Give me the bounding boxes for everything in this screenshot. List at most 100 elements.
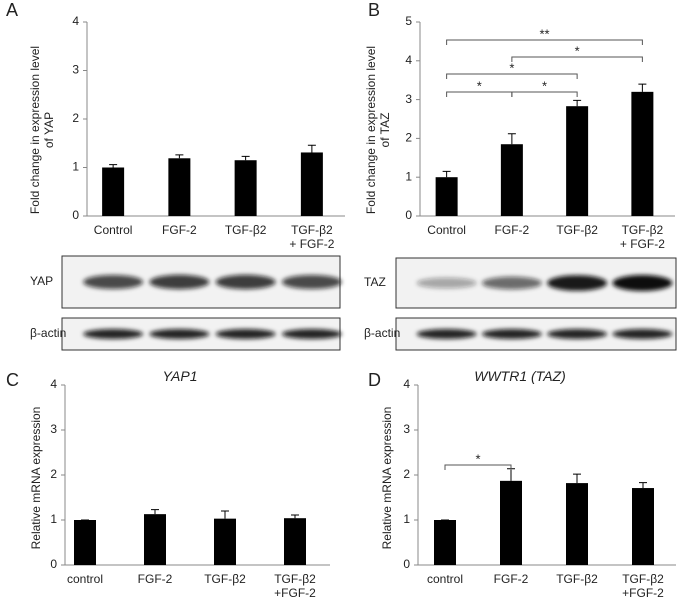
error-bar [291,514,299,519]
error-bar [175,154,184,159]
y-tick-label: 4 [405,53,412,67]
y-axis-label: Relative mRNA expression [380,406,394,550]
y-tick-label: 3 [403,422,410,436]
error-bar [573,99,582,107]
error-bar [507,468,515,481]
bar [74,520,96,565]
blot-band [612,329,673,339]
bar [102,167,125,216]
x-tick-label: FGF-2 [162,223,197,237]
panel-letter: C [6,370,19,390]
error-bar [241,155,250,161]
y-tick-label: 0 [50,557,57,571]
blot-band [149,329,210,339]
significance-label: * [509,60,514,75]
y-tick-label: 2 [72,111,79,125]
x-tick-label: control [426,572,464,586]
blot-band [281,329,342,339]
x-tick-label: TGF-β2 [224,223,267,237]
x-tick-label: TGF-β2 + FGF-2 [619,223,665,251]
bar [144,514,166,565]
error-bar [638,83,647,92]
error-bar [221,510,229,519]
bar [284,518,306,565]
y-tick-label: 1 [405,169,412,183]
blot-band [481,276,542,290]
significance-bracket [446,73,578,79]
bar [434,520,456,565]
y-tick-label: 3 [405,92,412,106]
error-bar [573,473,581,484]
y-axis-label: Relative mRNA expression [29,406,43,550]
blot-band [547,329,608,339]
bar [300,152,323,216]
panel-letter: A [6,0,19,20]
y-axis-label: Fold change in expression level of TAZ [364,45,392,215]
y-tick-label: 3 [50,422,57,436]
y-tick-label: 4 [72,14,79,28]
x-tick-label: TGF-β2 [204,572,246,586]
blot-band [547,275,608,291]
x-tick-label: FGF-2 [494,223,530,237]
y-tick-label: 4 [403,377,410,391]
blot-band [83,329,144,339]
x-tick-label: TGF-β2 + FGF-2 [289,223,335,251]
blot-label: β-actin [364,326,400,340]
panel-letter: D [368,370,381,390]
blot-band [481,329,542,339]
x-tick-label: FGF-2 [493,572,529,586]
significance-label: * [477,78,482,93]
bar [566,106,589,216]
y-tick-label: 3 [72,63,79,77]
y-tick-label: 0 [405,208,412,222]
x-tick-label: Control [427,223,466,237]
x-tick-label: TGF-β2 +FGF-2 [274,572,316,600]
bar [500,480,522,565]
blot-label: β-actin [30,326,66,340]
bar [214,518,236,565]
blot-label: YAP [30,274,53,288]
error-bar [109,164,118,168]
bar [632,488,654,565]
bar [631,91,654,216]
significance-bracket [444,464,512,470]
blot-band [612,275,673,291]
y-tick-label: 0 [403,557,410,571]
blot-band [149,274,210,290]
chart-title: YAP1 [162,368,198,384]
blot-band [83,275,144,289]
y-tick-label: 0 [72,208,79,222]
blot-band [215,329,276,339]
x-tick-label: control [66,572,104,586]
significance-bracket [511,56,643,62]
y-tick-label: 1 [403,512,410,526]
significance-label: * [542,78,547,93]
y-tick-label: 1 [72,160,79,174]
y-tick-label: 4 [50,377,57,391]
blot-band [215,274,276,290]
blot-band [416,277,477,289]
error-bar [442,170,451,178]
significance-label: * [475,451,480,466]
blot-label: TAZ [364,275,386,289]
x-tick-label: TGF-β2 [556,572,598,586]
y-tick-label: 1 [50,512,57,526]
bar [500,144,523,216]
chart-title: WWTR1 (TAZ) [474,368,566,384]
y-tick-label: 2 [403,467,410,481]
error-bar [307,144,316,153]
x-tick-label: TGF-β2 [556,223,598,237]
y-tick-label: 2 [405,131,412,145]
significance-bracket [511,91,578,97]
significance-label: * [575,43,580,58]
error-bar [639,482,647,489]
bar [234,160,257,216]
x-tick-label: Control [93,223,133,237]
blot-band [416,329,477,339]
error-bar [151,509,159,515]
y-axis-label: Fold change in expression level of YAP [28,45,56,215]
bar [168,158,191,216]
significance-label: ** [539,26,549,41]
